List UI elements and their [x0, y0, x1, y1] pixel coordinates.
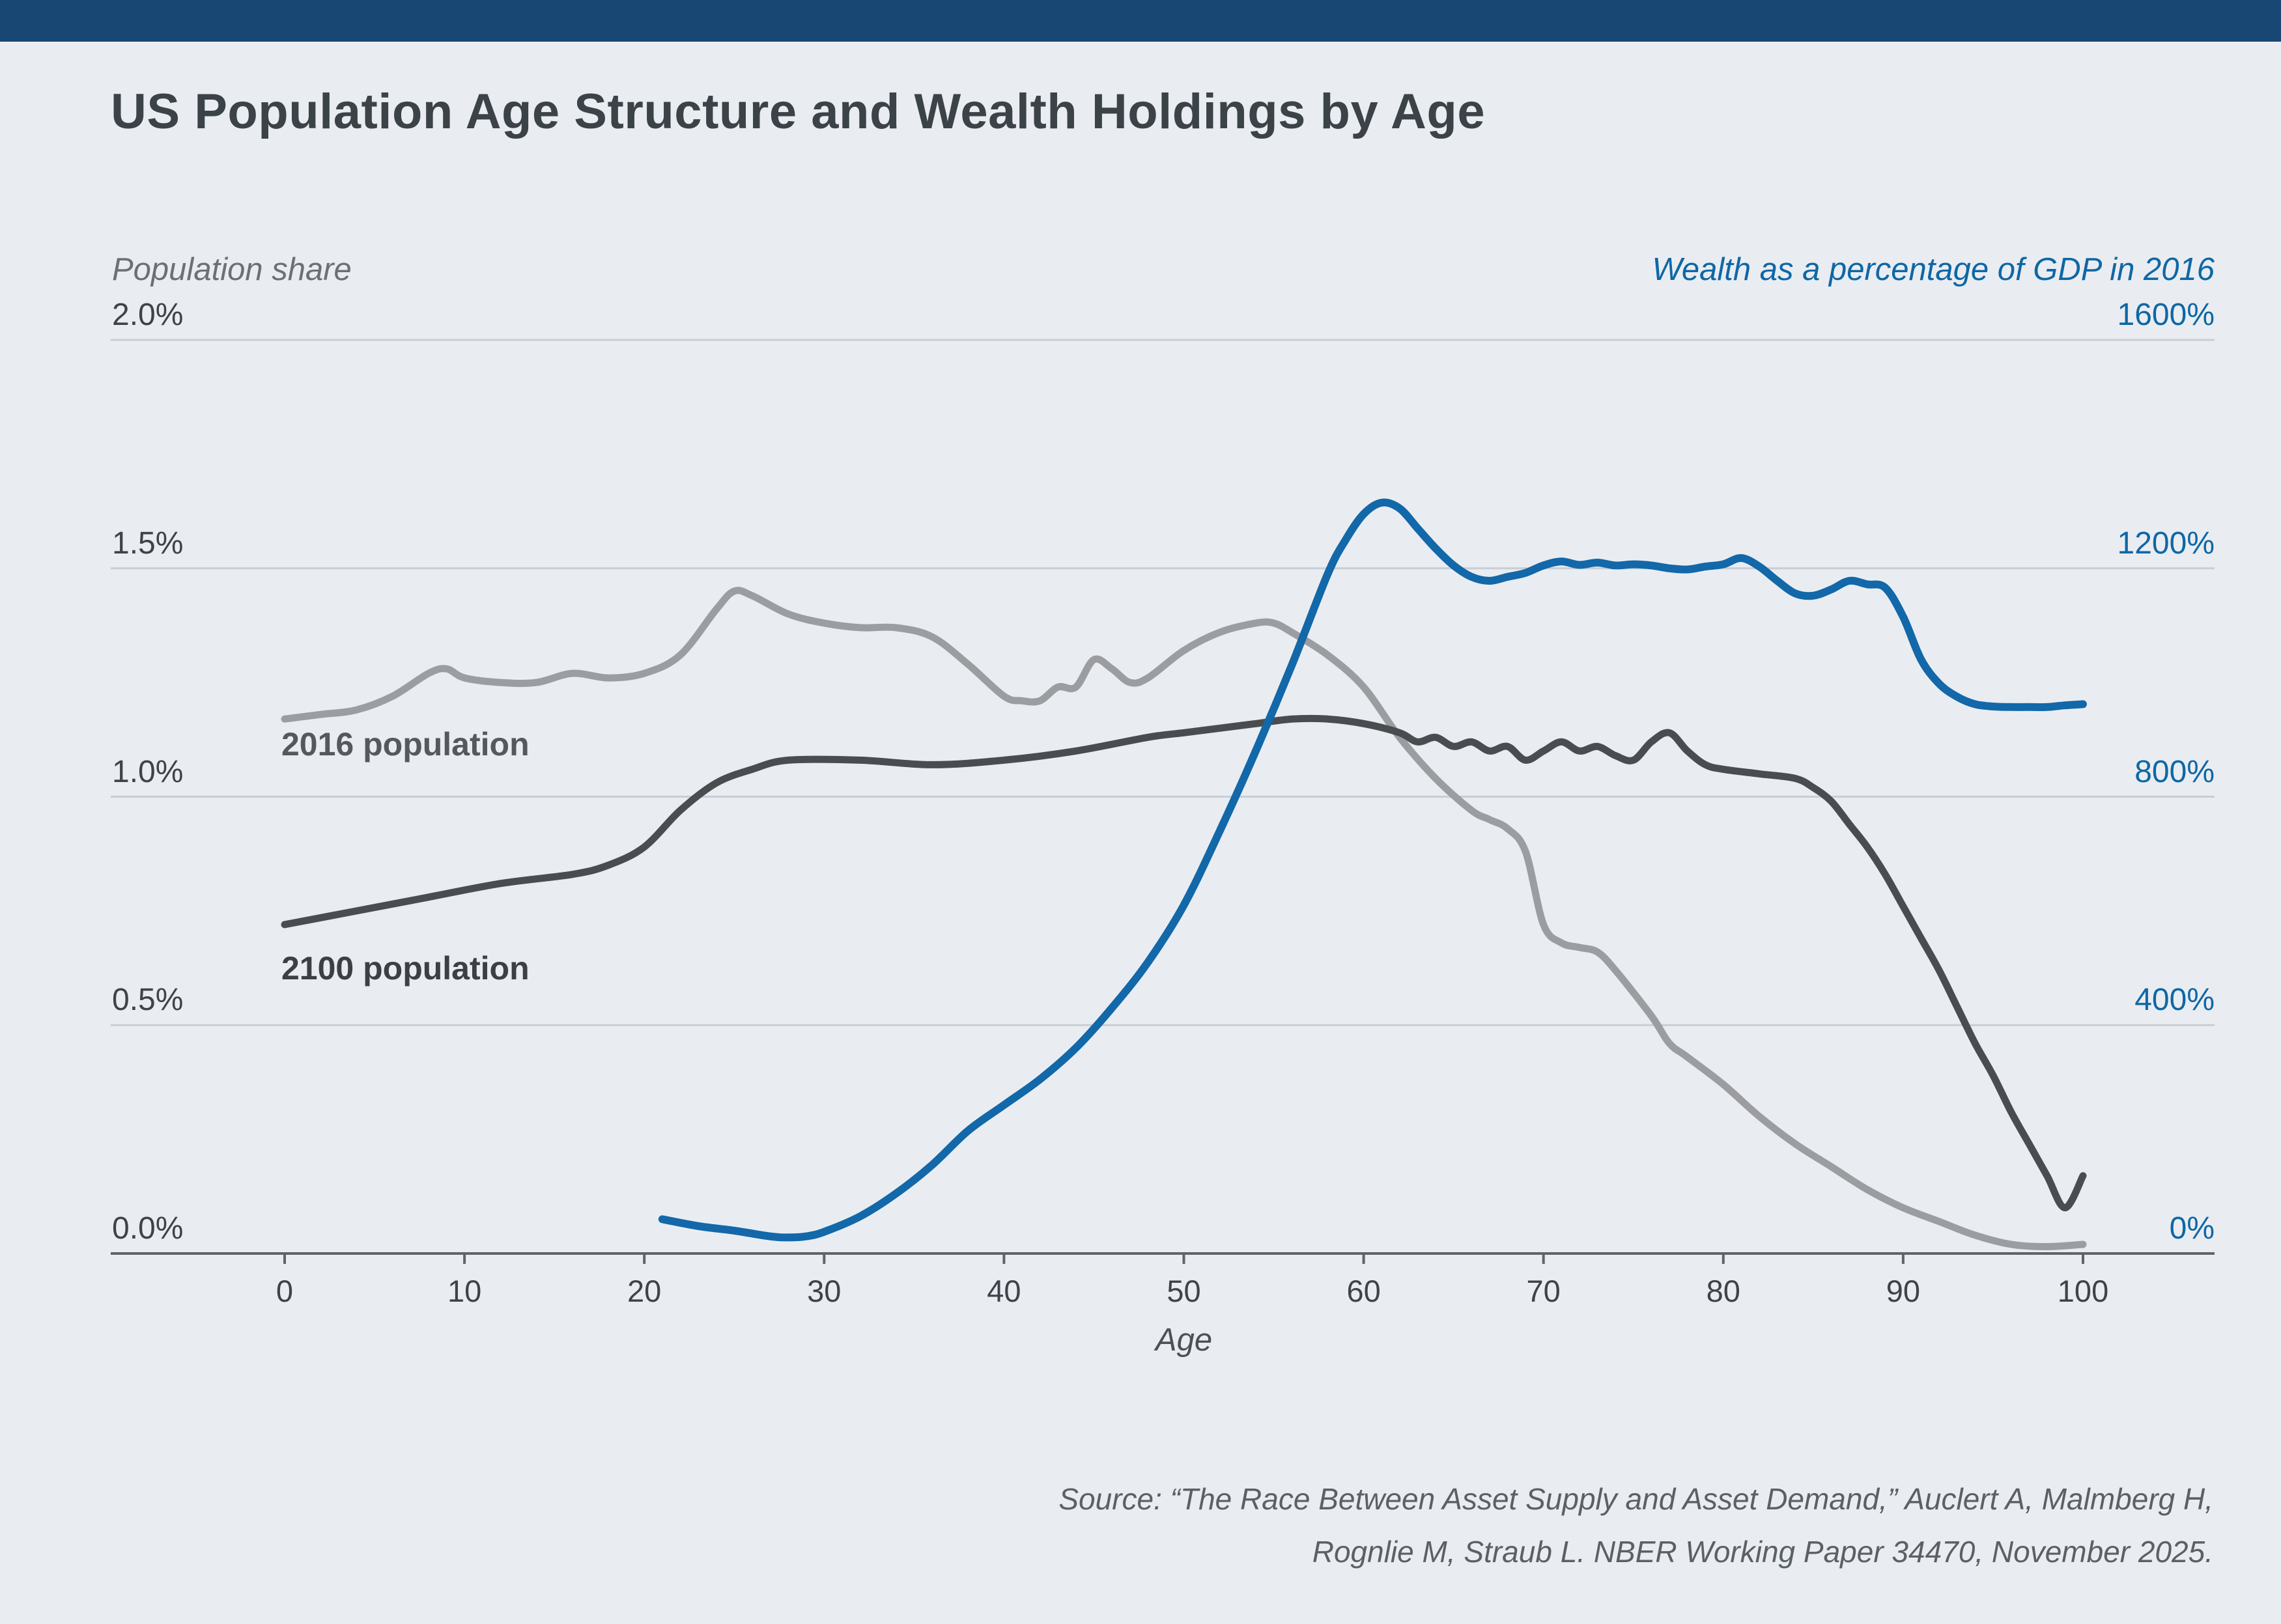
source-note: Source: “The Race Between Asset Supply a…	[1058, 1473, 2213, 1578]
y-left-tick-label: 1.0%	[112, 754, 184, 789]
y-left-tick-label: 2.0%	[112, 298, 184, 332]
x-axis-title: Age	[1155, 1323, 1213, 1358]
page-title: US Population Age Structure and Wealth H…	[111, 84, 1486, 139]
x-tick-label: 0	[276, 1274, 294, 1308]
x-tick-label: 20	[627, 1274, 662, 1308]
series-label-2100-population: 2100 population	[281, 950, 530, 987]
y-left-tick-label: 0.0%	[112, 1211, 184, 1246]
x-tick-label: 100	[2057, 1274, 2109, 1308]
x-tick-label: 30	[807, 1274, 842, 1308]
y-right-tick-label: 1200%	[2117, 525, 2215, 561]
right-axis-title: Wealth as a percentage of GDP in 2016	[1652, 252, 2215, 287]
source-line-2: Rognlie M, Straub L. NBER Working Paper …	[1312, 1534, 2213, 1569]
y-right-tick-label: 400%	[2134, 983, 2215, 1018]
x-tick-label: 80	[1706, 1274, 1740, 1308]
x-tick-label: 90	[1886, 1274, 1921, 1308]
left-axis-title: Population share	[112, 252, 352, 287]
y-right-tick-label: 800%	[2134, 754, 2215, 789]
x-tick-label: 50	[1167, 1274, 1201, 1308]
source-line-1: Source: “The Race Between Asset Supply a…	[1058, 1482, 2213, 1516]
x-tick-label: 40	[987, 1274, 1021, 1308]
series-line-2016-population	[281, 587, 2087, 1250]
x-tick-label: 70	[1526, 1274, 1561, 1308]
x-tick-label: 10	[447, 1274, 482, 1308]
y-right-tick-label: 0%	[2169, 1211, 2215, 1246]
top-accent-bar	[0, 0, 2281, 42]
x-tick-label: 60	[1346, 1274, 1381, 1308]
y-left-tick-label: 0.5%	[112, 983, 184, 1018]
y-left-tick-label: 1.5%	[112, 525, 184, 561]
y-right-tick-label: 1600%	[2117, 298, 2215, 332]
series-line-wealth-as-a-percentage-of-gdp-in-2016	[658, 498, 2087, 1242]
series-label-2016-population: 2016 population	[281, 726, 530, 763]
series-line-2100-population	[281, 714, 2087, 1212]
